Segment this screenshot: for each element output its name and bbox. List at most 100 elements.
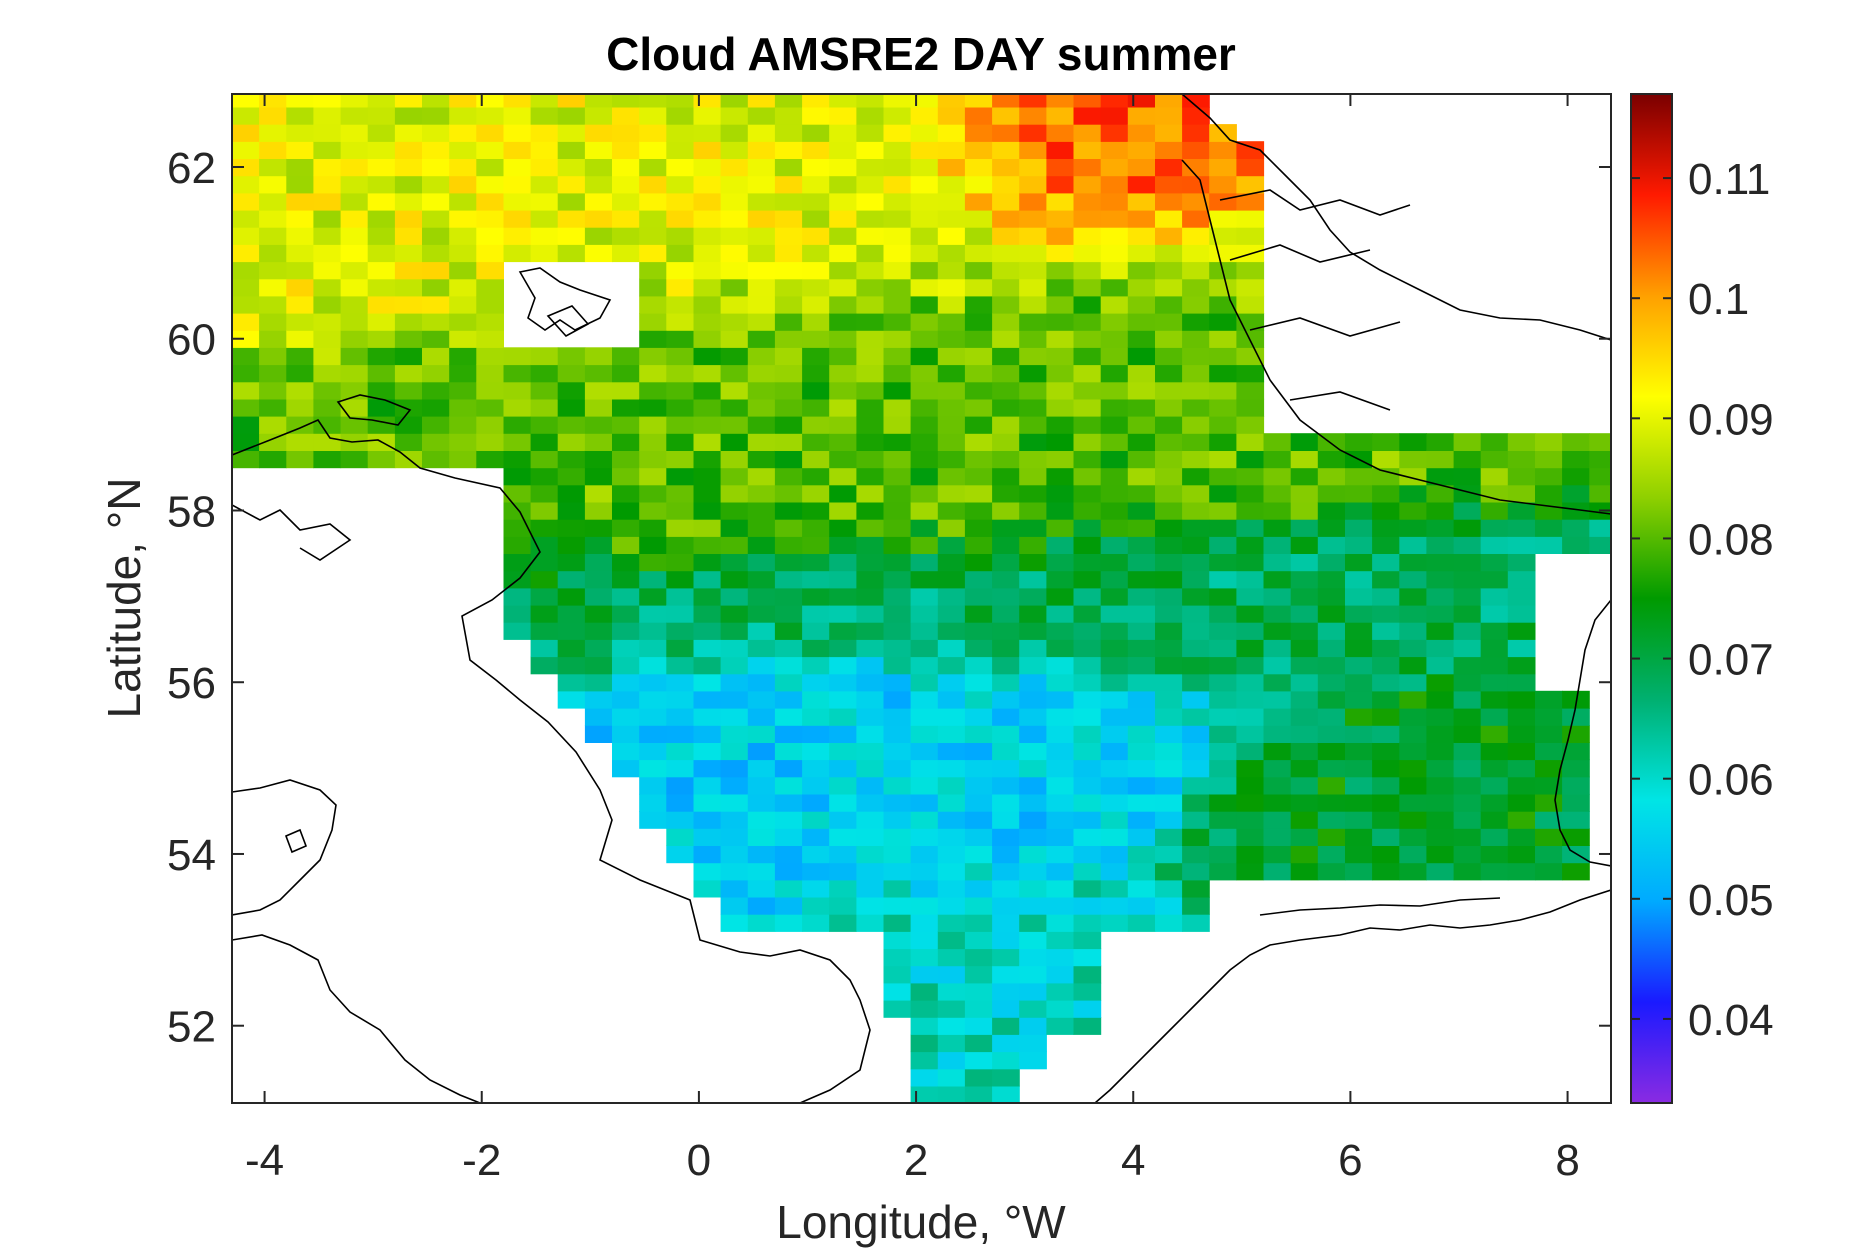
heatmap-cell <box>937 261 966 280</box>
heatmap-cell <box>1019 862 1047 881</box>
heatmap-cell <box>747 656 776 675</box>
heatmap-cell <box>747 450 776 469</box>
heatmap-cell <box>1236 828 1265 846</box>
heatmap-cell <box>720 313 749 331</box>
heatmap-cell <box>720 639 749 658</box>
heatmap-cell <box>1480 759 1509 778</box>
heatmap-cell <box>557 484 586 503</box>
heatmap-cell <box>1155 106 1183 125</box>
heatmap-cell <box>1182 622 1210 640</box>
heatmap-cell <box>1535 793 1563 812</box>
heatmap-cell <box>1155 776 1183 795</box>
heatmap-cell <box>937 931 966 950</box>
heatmap-cell <box>1372 776 1400 795</box>
heatmap-cell <box>720 811 749 829</box>
heatmap-cell <box>1073 175 1102 194</box>
heatmap-cell <box>856 793 885 812</box>
heatmap-cell <box>910 845 939 864</box>
heatmap-cell <box>1263 484 1292 503</box>
heatmap-cell <box>367 313 396 331</box>
heatmap-cell <box>1155 639 1183 658</box>
heatmap-cell <box>1073 244 1102 263</box>
heatmap-cell <box>964 227 993 245</box>
heatmap-cell <box>1100 158 1129 177</box>
heatmap-cell <box>774 501 803 520</box>
heatmap-cell <box>449 450 477 469</box>
heatmap-cell <box>1372 450 1400 469</box>
heatmap-cell <box>530 553 559 572</box>
heatmap-cell <box>639 570 667 589</box>
heatmap-cell <box>992 553 1020 572</box>
heatmap-cell <box>1127 914 1156 932</box>
heatmap-cell <box>1019 467 1047 486</box>
heatmap-cell <box>476 398 504 417</box>
heatmap-cell <box>1535 536 1563 554</box>
heatmap-cell <box>964 708 993 726</box>
heatmap-cell <box>1399 811 1427 829</box>
heatmap-cell <box>802 639 830 658</box>
heatmap-cell <box>1155 278 1183 297</box>
heatmap-cell <box>367 450 396 469</box>
coastline-norway-west <box>1181 159 1611 515</box>
heatmap-cell <box>1453 484 1482 503</box>
x-tick-label: 6 <box>1338 1136 1362 1185</box>
heatmap-cell <box>503 124 532 142</box>
heatmap-cell <box>1182 175 1210 194</box>
heatmap-cell <box>856 381 885 400</box>
heatmap-cell <box>937 244 966 263</box>
heatmap-cell <box>1182 828 1210 846</box>
heatmap-cell <box>992 828 1020 846</box>
heatmap-cell <box>1236 192 1265 211</box>
heatmap-cell <box>666 845 694 864</box>
heatmap-cell <box>666 364 694 383</box>
heatmap-cell <box>1290 622 1319 640</box>
heatmap-cell <box>937 896 966 915</box>
heatmap-cell <box>1127 759 1156 778</box>
heatmap-cell <box>1019 295 1047 314</box>
heatmap-cell <box>1345 793 1373 812</box>
heatmap-cell <box>1100 381 1129 400</box>
heatmap-cell <box>1290 793 1319 812</box>
heatmap-cell <box>910 313 939 331</box>
heatmap-cell <box>829 708 857 726</box>
heatmap-cell <box>612 381 640 400</box>
heatmap-cell <box>612 725 640 743</box>
heatmap-cell <box>910 1000 939 1018</box>
heatmap-cell <box>1127 828 1156 846</box>
x-axis-label: Longitude, °W <box>776 1196 1066 1248</box>
heatmap-cell <box>1480 519 1509 537</box>
heatmap-cell <box>1100 656 1129 675</box>
heatmap-cell <box>639 330 667 348</box>
heatmap-cell <box>774 94 803 108</box>
heatmap-cell <box>1019 931 1047 950</box>
heatmap-cell <box>992 261 1020 280</box>
heatmap-cell <box>964 1034 993 1053</box>
heatmap-cell <box>1182 347 1210 366</box>
heatmap-cell <box>720 192 749 211</box>
heatmap-cell <box>937 227 966 245</box>
heatmap-cell <box>883 519 912 537</box>
heatmap-cell <box>1399 553 1427 572</box>
heatmap-cell <box>802 227 830 245</box>
heatmap-cell <box>1046 656 1075 675</box>
heatmap-cell <box>503 587 532 606</box>
heatmap-cell <box>1209 398 1237 417</box>
heatmap-cell <box>774 639 803 658</box>
heatmap-cell <box>1073 811 1102 829</box>
heatmap-cell <box>1453 742 1482 761</box>
heatmap-cell <box>557 227 586 245</box>
heatmap-cell <box>802 124 830 142</box>
heatmap-cell <box>557 656 586 675</box>
heatmap-cell <box>964 776 993 795</box>
heatmap-cell <box>1155 364 1183 383</box>
heatmap-cell <box>367 158 396 177</box>
heatmap-cell <box>1453 776 1482 795</box>
heatmap-cell <box>1127 347 1156 366</box>
heatmap-cell <box>774 622 803 640</box>
heatmap-cell <box>1046 94 1075 108</box>
heatmap-cell <box>856 776 885 795</box>
heatmap-cell <box>1290 570 1319 589</box>
heatmap-cell <box>1290 708 1319 726</box>
heatmap-cell <box>1317 570 1346 589</box>
heatmap-cell <box>720 175 749 194</box>
